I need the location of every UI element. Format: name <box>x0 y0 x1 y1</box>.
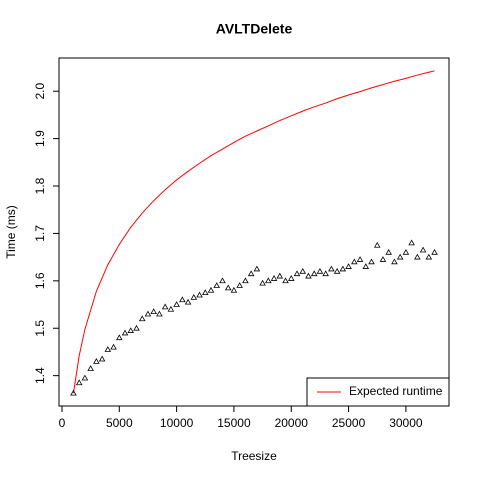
point <box>98 355 106 362</box>
point <box>190 294 198 300</box>
point <box>144 310 152 317</box>
point <box>414 253 421 260</box>
point <box>351 258 358 265</box>
point <box>362 263 370 269</box>
point <box>70 389 77 396</box>
point <box>259 279 266 286</box>
point <box>75 379 83 386</box>
legend-label: Expected runtime <box>349 384 443 398</box>
y-tick-label: 2.0 <box>33 83 47 100</box>
point <box>213 282 221 288</box>
point <box>81 374 89 381</box>
point <box>379 256 387 262</box>
point <box>408 239 415 246</box>
point <box>230 286 238 293</box>
point <box>276 272 284 279</box>
point <box>282 277 289 284</box>
point <box>110 343 117 350</box>
point <box>299 267 307 274</box>
point <box>133 324 140 331</box>
point <box>104 346 112 352</box>
x-tick-label: 10000 <box>160 416 194 430</box>
plot-frame <box>58 57 450 407</box>
point <box>293 270 301 277</box>
point <box>287 275 295 281</box>
point <box>173 301 180 307</box>
point <box>270 275 278 281</box>
point <box>150 308 157 315</box>
y-tick-label: 1.6 <box>33 272 47 289</box>
point <box>391 258 398 265</box>
point <box>224 284 232 291</box>
point <box>431 248 438 255</box>
y-tick-label: 1.5 <box>33 320 47 337</box>
point <box>219 277 226 284</box>
x-tick-label: 15000 <box>217 416 251 430</box>
point <box>127 327 135 333</box>
point <box>310 270 318 277</box>
point <box>236 282 243 288</box>
point <box>116 334 123 341</box>
x-tick-label: 30000 <box>389 416 423 430</box>
point <box>333 267 341 274</box>
point <box>419 246 427 253</box>
point <box>184 298 192 305</box>
y-tick-label: 1.8 <box>33 177 47 194</box>
point <box>328 265 335 272</box>
point <box>207 286 215 293</box>
y-axis-label: Time (ms) <box>4 205 18 259</box>
point <box>201 289 209 296</box>
point <box>121 329 129 336</box>
x-tick-label: 25000 <box>332 416 366 430</box>
point <box>87 365 94 371</box>
point <box>396 253 404 260</box>
point <box>138 315 146 322</box>
point <box>356 256 364 262</box>
point <box>247 270 255 277</box>
point <box>322 270 329 277</box>
point <box>385 248 392 255</box>
point <box>93 358 100 364</box>
point <box>402 248 410 255</box>
point <box>316 267 324 274</box>
point <box>368 258 375 265</box>
point <box>253 265 261 272</box>
chart-title: AVLTDelete <box>216 21 293 37</box>
line-series <box>72 70 435 394</box>
point <box>345 263 352 269</box>
y-tick-label: 1.7 <box>33 225 47 242</box>
point <box>242 277 249 284</box>
point <box>339 265 347 272</box>
point <box>373 241 381 248</box>
y-tick-label: 1.4 <box>33 367 47 384</box>
point <box>265 277 272 284</box>
point <box>305 272 312 279</box>
point <box>161 303 169 310</box>
point <box>425 253 433 260</box>
x-axis-label: Treesize <box>231 449 277 463</box>
y-tick-label: 1.9 <box>33 130 47 147</box>
x-tick-label: 0 <box>59 416 66 430</box>
x-tick-label: 20000 <box>275 416 309 430</box>
point <box>179 296 186 303</box>
x-tick-label: 5000 <box>106 416 133 430</box>
point <box>167 305 175 312</box>
point <box>196 291 203 298</box>
point <box>156 310 163 317</box>
